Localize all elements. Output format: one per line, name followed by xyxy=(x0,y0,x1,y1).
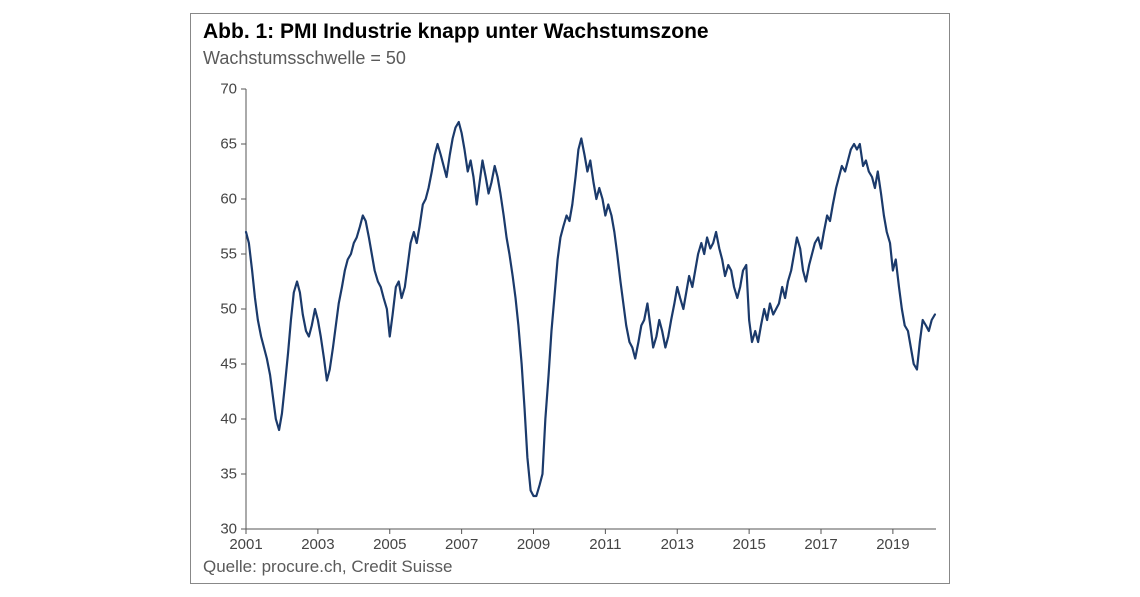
x-tick-label: 2019 xyxy=(876,536,909,553)
x-tick-label: 2015 xyxy=(732,536,765,553)
chart-title: Abb. 1: PMI Industrie knapp unter Wachst… xyxy=(203,20,709,44)
x-tick-label: 2003 xyxy=(301,536,334,553)
plot-svg xyxy=(246,89,936,529)
x-tick-label: 2007 xyxy=(445,536,478,553)
y-tick-label: 50 xyxy=(197,301,237,318)
plot-area: 3035404550556065702001200320052007200920… xyxy=(246,89,936,529)
x-tick-label: 2013 xyxy=(661,536,694,553)
chart-source: Quelle: procure.ch, Credit Suisse xyxy=(203,557,452,577)
series-line-pmi xyxy=(246,122,935,496)
chart-subtitle: Wachstumsschwelle = 50 xyxy=(203,48,406,69)
y-tick-label: 30 xyxy=(197,521,237,538)
chart-frame: Abb. 1: PMI Industrie knapp unter Wachst… xyxy=(190,13,950,584)
y-tick-label: 40 xyxy=(197,411,237,428)
x-tick-label: 2005 xyxy=(373,536,406,553)
x-tick-label: 2001 xyxy=(229,536,262,553)
y-tick-label: 60 xyxy=(197,191,237,208)
y-tick-label: 35 xyxy=(197,466,237,483)
y-tick-label: 65 xyxy=(197,136,237,153)
x-tick-label: 2009 xyxy=(517,536,550,553)
y-tick-label: 45 xyxy=(197,356,237,373)
x-tick-label: 2017 xyxy=(804,536,837,553)
y-tick-label: 70 xyxy=(197,81,237,98)
y-tick-label: 55 xyxy=(197,246,237,263)
x-tick-label: 2011 xyxy=(589,536,621,553)
